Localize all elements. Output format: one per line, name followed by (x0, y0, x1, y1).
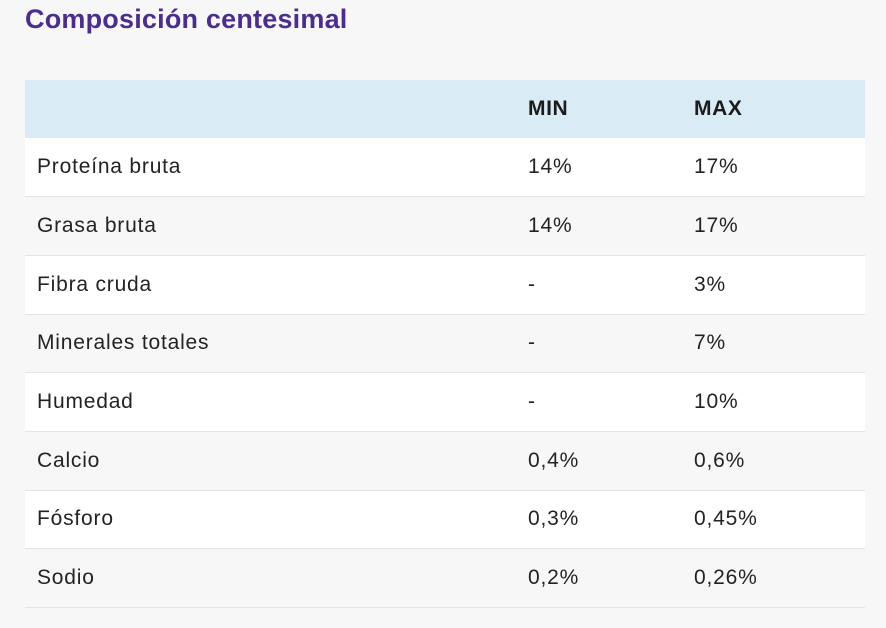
min-value: - (528, 331, 536, 355)
table-row: Fósforo 0,3% 0,45% (25, 490, 865, 549)
nutrient-name: Calcio (37, 448, 101, 472)
nutrient-name: Grasa bruta (37, 214, 157, 238)
max-value: 7% (694, 331, 726, 355)
max-value: 3% (694, 272, 726, 296)
table-row: Grasa bruta 14% 17% (25, 196, 865, 256)
max-value: 17% (694, 155, 739, 179)
min-value: - (528, 390, 536, 414)
min-value: - (528, 272, 536, 296)
min-value: 0,3% (528, 507, 580, 531)
min-value: 14% (528, 155, 573, 179)
section-title: Composición centesimal (25, 4, 348, 34)
table-row: Fibra cruda - 3% (25, 255, 865, 315)
nutrient-name: Proteína bruta (37, 155, 182, 179)
table-row: Humedad - 10% (25, 372, 865, 432)
table-row: Sodio 0,2% 0,26% (25, 548, 865, 608)
min-value: 0,4% (528, 448, 580, 472)
nutrient-name: Humedad (37, 390, 134, 414)
table-row: Minerales totales - 7% (25, 314, 865, 373)
max-value: 0,26% (694, 566, 758, 590)
nutrient-name: Minerales totales (37, 331, 210, 355)
table-header-row: MIN MAX (25, 80, 865, 138)
nutrient-name: Sodio (37, 566, 95, 590)
table-row: Calcio 0,4% 0,6% (25, 431, 865, 491)
max-value: 0,6% (694, 448, 746, 472)
header-min: MIN (528, 97, 569, 120)
nutrient-name: Fósforo (37, 507, 114, 531)
table-row: Proteína bruta 14% 17% (25, 138, 865, 197)
min-value: 0,2% (528, 566, 580, 590)
composition-table: MIN MAX Proteína bruta 14% 17% Grasa bru… (25, 80, 865, 608)
max-value: 17% (694, 214, 739, 238)
min-value: 14% (528, 214, 573, 238)
header-max: MAX (694, 97, 743, 120)
nutrient-name: Fibra cruda (37, 272, 153, 296)
max-value: 0,45% (694, 507, 758, 531)
header-nutrient (25, 80, 528, 138)
max-value: 10% (694, 390, 739, 414)
